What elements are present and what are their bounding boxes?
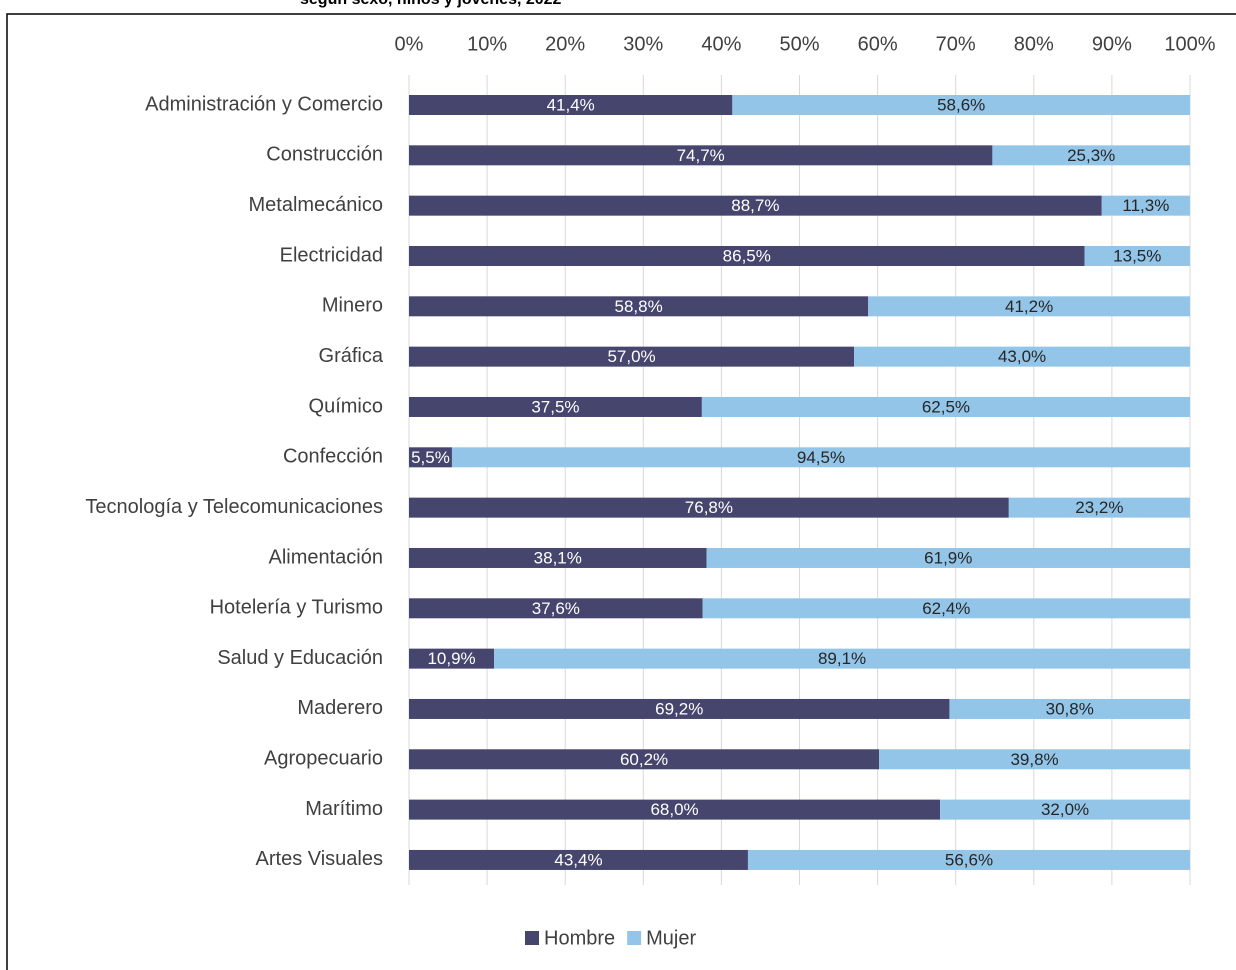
data-label: 58,8% [615, 297, 663, 316]
bar-segment [1008, 497, 1190, 518]
bar-segment [854, 346, 1190, 367]
data-label: 30,8% [1046, 699, 1094, 718]
data-label: 88,7% [731, 196, 779, 215]
data-label: 56,6% [945, 850, 993, 869]
category-label: Tecnología y Telecomunicaciones [85, 496, 383, 518]
data-label: 41,4% [547, 95, 595, 114]
x-tick-label: 0% [395, 33, 424, 55]
bar-segment [494, 648, 1190, 669]
bar-segment [409, 598, 703, 619]
x-tick-label: 100% [1164, 33, 1215, 55]
category-label: Construcción [266, 144, 383, 166]
bar-segment [409, 698, 950, 719]
legend-label: Mujer [646, 927, 696, 949]
bar-segment [868, 296, 1190, 317]
bar-segment [706, 547, 1190, 568]
category-label: Maderero [297, 697, 383, 719]
x-tick-label: 10% [467, 33, 507, 55]
data-label: 89,1% [818, 649, 866, 668]
bar-segment [732, 95, 1190, 115]
category-label: Electricidad [280, 244, 383, 266]
bar-segment [409, 799, 941, 820]
bar-segment [409, 497, 1009, 518]
bar-segment [992, 145, 1190, 166]
category-label: Agropecuario [264, 748, 383, 770]
x-tick-label: 40% [701, 33, 741, 55]
data-label: 11,3% [1122, 196, 1169, 215]
data-label: 58,6% [937, 95, 985, 114]
data-label: 62,4% [922, 599, 970, 618]
data-label: 10,9% [427, 649, 475, 668]
x-tick-label: 30% [623, 33, 663, 55]
category-label: Artes Visuales [256, 848, 383, 870]
x-tick-label: 90% [1092, 33, 1132, 55]
data-label: 43,0% [998, 347, 1046, 366]
bar-segment [879, 749, 1190, 770]
category-label: Administración y Comercio [145, 93, 383, 115]
x-tick-label: 70% [936, 33, 976, 55]
bar-segment [409, 95, 733, 115]
data-label: 76,8% [685, 498, 733, 517]
category-label: Alimentación [268, 546, 383, 568]
x-tick-label: 60% [858, 33, 898, 55]
data-label: 74,7% [677, 146, 725, 165]
data-label: 38,1% [534, 548, 582, 567]
data-label: 13,5% [1113, 246, 1161, 265]
category-label: Gráfica [319, 345, 384, 367]
category-label: Hotelería y Turismo [210, 597, 383, 619]
bar-segment [940, 799, 1190, 820]
category-label: Minero [322, 295, 383, 317]
category-label: Salud y Educación [217, 647, 383, 669]
data-label: 23,2% [1075, 498, 1123, 517]
x-tick-label: 20% [545, 33, 585, 55]
data-label: 37,6% [532, 599, 580, 618]
x-tick-label: 80% [1014, 33, 1054, 55]
data-label: 69,2% [655, 699, 703, 718]
data-label: 62,5% [922, 397, 970, 416]
category-label: Metalmecánico [248, 194, 383, 216]
bar-segment [409, 145, 993, 166]
bar-segment [409, 749, 880, 770]
data-label: 39,8% [1010, 750, 1058, 769]
data-label: 25,3% [1067, 146, 1115, 165]
data-label: 61,9% [924, 548, 972, 567]
bar-segment [701, 396, 1190, 417]
chart-frame [6, 13, 1236, 970]
legend-label: Hombre [544, 927, 615, 949]
bar-segment [1101, 195, 1190, 216]
data-label: 43,4% [554, 850, 602, 869]
data-label: 57,0% [607, 347, 655, 366]
bar-segment [409, 195, 1102, 216]
bar-segment [451, 447, 1191, 468]
bar-segment [409, 447, 452, 468]
data-label: 68,0% [650, 800, 698, 819]
bar-segment [409, 296, 869, 317]
data-label: 5,5% [411, 448, 450, 467]
category-label: Químico [309, 395, 383, 417]
bar-segment [409, 648, 495, 669]
chart-title: según sexo, niños y jóvenes, 2022 [300, 0, 562, 8]
x-tick-label: 50% [779, 33, 819, 55]
bar-segment [409, 346, 855, 367]
bar-segment [949, 698, 1190, 719]
bar-segment [747, 849, 1190, 870]
data-label: 32,0% [1041, 800, 1089, 819]
data-label: 94,5% [797, 448, 845, 467]
category-label: Marítimo [305, 798, 383, 820]
bar-segment [409, 245, 1085, 266]
data-label: 60,2% [620, 750, 668, 769]
category-label: Confección [283, 446, 383, 468]
bar-segment [702, 598, 1190, 619]
legend-swatch [525, 931, 539, 945]
data-label: 37,5% [531, 397, 579, 416]
bar-segment [409, 547, 707, 568]
data-label: 41,2% [1005, 297, 1053, 316]
bar-segment [1084, 245, 1190, 266]
legend-swatch [627, 931, 642, 945]
bar-segment [409, 849, 748, 870]
bar-segment [409, 396, 702, 417]
data-label: 86,5% [723, 246, 771, 265]
